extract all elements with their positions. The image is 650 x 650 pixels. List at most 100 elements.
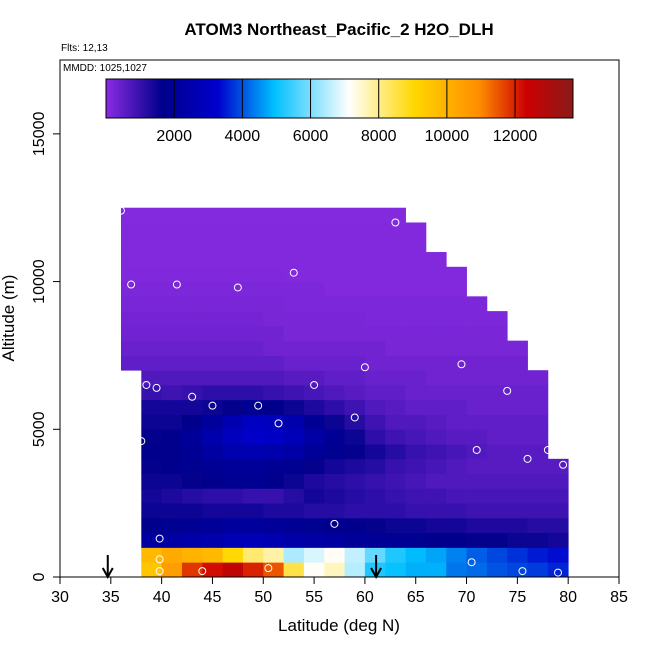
sample-point xyxy=(467,558,476,567)
sample-point xyxy=(155,567,164,576)
sample-point xyxy=(554,568,563,577)
heatmap-cell xyxy=(242,458,264,474)
heatmap-cell xyxy=(324,340,345,356)
heatmap-cell xyxy=(507,517,528,534)
heatmap-cell xyxy=(405,414,427,430)
heatmap-cell xyxy=(446,325,467,342)
arrow-marker xyxy=(101,555,114,580)
x-tick-label: 60 xyxy=(356,589,374,606)
heatmap-cell xyxy=(344,340,366,356)
heatmap-cell xyxy=(303,414,325,430)
heatmap-cell xyxy=(181,340,203,356)
heatmap-cell xyxy=(507,384,528,401)
plot-frame xyxy=(59,59,620,578)
heatmap-cell xyxy=(527,473,549,489)
heatmap-cell xyxy=(202,473,224,489)
heatmap-cell xyxy=(263,311,284,327)
sample-point xyxy=(137,437,146,446)
heatmap-cell xyxy=(141,296,163,312)
heatmap-cell xyxy=(181,281,203,297)
heatmap-cell xyxy=(446,458,467,474)
heatmap-cell xyxy=(344,311,366,327)
sample-point xyxy=(172,280,181,289)
heatmap-cell xyxy=(222,237,244,253)
heatmap-cell xyxy=(486,370,508,386)
heatmap-cell xyxy=(303,207,325,223)
heatmap-cell xyxy=(161,458,183,474)
heatmap-cell xyxy=(202,503,224,519)
heatmap-cell xyxy=(425,296,447,312)
heatmap-cell xyxy=(385,473,406,489)
heatmap-cell xyxy=(425,266,447,282)
heatmap-cell xyxy=(324,473,345,489)
heatmap-cell xyxy=(385,384,406,401)
heatmap-cell xyxy=(486,517,508,534)
heatmap-cell xyxy=(344,532,366,548)
heatmap-cell xyxy=(303,237,325,253)
heatmap-cell xyxy=(385,296,406,312)
colorbar-tick-label: 4000 xyxy=(225,128,261,145)
heatmap-cell xyxy=(242,503,264,519)
heatmap-cell xyxy=(181,266,203,282)
heatmap-cell xyxy=(263,517,284,534)
heatmap-cells xyxy=(120,207,569,578)
heatmap-cell xyxy=(263,252,284,268)
heatmap-cell xyxy=(446,370,467,386)
sample-point xyxy=(233,283,242,292)
heatmap-cell xyxy=(242,414,264,430)
heatmap-cell xyxy=(446,311,467,327)
heatmap-cell xyxy=(303,266,325,282)
heatmap-cell xyxy=(303,547,325,563)
heatmap-cell xyxy=(263,444,284,460)
heatmap-cell xyxy=(181,458,203,474)
heatmap-cell xyxy=(405,429,427,445)
heatmap-cell xyxy=(141,503,163,519)
heatmap-cell xyxy=(263,266,284,282)
heatmap-cell xyxy=(486,503,508,519)
heatmap-cell xyxy=(446,562,467,578)
heatmap-cell xyxy=(405,444,427,460)
heatmap-cell xyxy=(303,340,325,356)
heatmap-cell xyxy=(405,252,427,268)
heatmap-cell xyxy=(283,503,305,519)
heatmap-cell xyxy=(527,370,549,386)
heatmap-cell xyxy=(364,222,386,238)
heatmap-cell xyxy=(547,562,569,578)
colorbar-tick-label: 2000 xyxy=(156,128,192,145)
heatmap-cell xyxy=(120,207,142,223)
heatmap-cell xyxy=(324,355,345,371)
heatmap-cell xyxy=(202,207,224,223)
heatmap-cell xyxy=(222,325,244,342)
heatmap-cell xyxy=(181,517,203,534)
heatmap-cell xyxy=(263,532,284,548)
heatmap-cell xyxy=(527,429,549,445)
heatmap-cell xyxy=(385,281,406,297)
flights-note: Flts: 12,13 xyxy=(61,43,108,54)
heatmap-cell xyxy=(344,562,366,578)
heatmap-cell xyxy=(425,340,447,356)
x-tick-label: 55 xyxy=(305,589,323,606)
heatmap-cell xyxy=(385,488,406,504)
heatmap-cell xyxy=(202,458,224,474)
heatmap-cell xyxy=(161,237,183,253)
heatmap-cell xyxy=(364,340,386,356)
sample-point xyxy=(254,401,263,410)
heatmap-cell xyxy=(364,325,386,342)
heatmap-cell xyxy=(364,296,386,312)
heatmap-cell xyxy=(385,370,406,386)
heatmap-cell xyxy=(405,503,427,519)
heatmap-cell xyxy=(507,547,528,563)
heatmap-cell xyxy=(242,384,264,401)
heatmap-cell xyxy=(425,429,447,445)
heatmap-cell xyxy=(344,414,366,430)
x-axis-label: Latitude (deg N) xyxy=(278,616,400,635)
heatmap-cell xyxy=(405,532,427,548)
heatmap-cell xyxy=(344,429,366,445)
heatmap-cell xyxy=(425,532,447,548)
heatmap-cell xyxy=(344,517,366,534)
sample-point xyxy=(155,555,164,564)
x-axis: 30 35 40 45 50 55 60 65 70 75 80 85 xyxy=(51,577,628,606)
heatmap-cell xyxy=(283,266,305,282)
heatmap-cell xyxy=(283,237,305,253)
